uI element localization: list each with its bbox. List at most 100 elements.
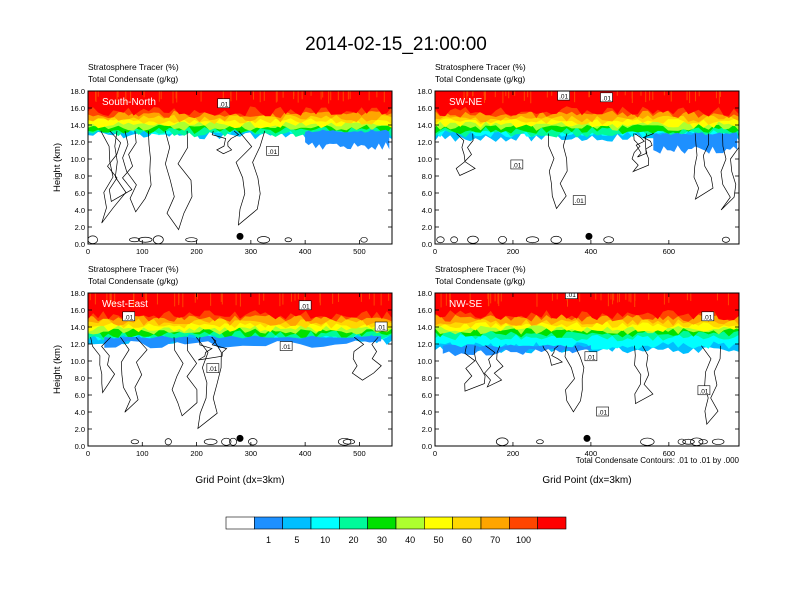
y-tick-label: 4.0 [75, 408, 85, 417]
contour-label: .01 [596, 406, 609, 417]
contour-label: .01 [701, 311, 715, 321]
y-tick-label: 0.0 [75, 240, 85, 249]
contour-label: .01 [565, 293, 578, 299]
location-marker [583, 434, 591, 442]
colorbar-swatch [480, 516, 510, 530]
panel-label: SW-NE [449, 97, 482, 108]
contour-label: .01 [572, 195, 586, 205]
y-tick-label: 16.0 [70, 306, 85, 315]
colorbar-label: 60 [462, 535, 472, 545]
contour-label-text: .01 [301, 303, 310, 310]
contour-label-text: .01 [282, 344, 291, 351]
contour-line [464, 345, 486, 392]
x-tick-label: 100 [136, 247, 149, 256]
y-tick-label: 14.0 [417, 121, 432, 130]
panel-label: West-East [102, 299, 148, 310]
contour-line [467, 235, 479, 244]
colorbar-swatch [225, 516, 255, 530]
y-tick-label: 8.0 [422, 172, 432, 181]
contour-line [455, 133, 476, 176]
contour-label: .01 [374, 321, 388, 332]
contour-line [631, 133, 650, 173]
condensate-patch [305, 129, 390, 150]
contour-line [198, 336, 228, 361]
contour-label-text: .01 [703, 314, 712, 321]
plot-area: .01 .01 .01 .01 .01 [88, 293, 392, 446]
left-title-2: Total Condensate (g/kg) [435, 276, 525, 286]
contour-line [450, 236, 458, 244]
left-title-2: Total Condensate (g/kg) [435, 74, 525, 84]
left-title-1: Stratosphere Tracer (%) [435, 264, 526, 274]
plot-frame [87, 90, 393, 245]
y-tick-label: 6.0 [422, 189, 432, 198]
tracer-layer [435, 293, 739, 321]
y-tick-label: 8.0 [75, 172, 85, 181]
contour-line [130, 439, 140, 445]
contour-label: .01 [279, 341, 293, 351]
contour-line [229, 437, 238, 446]
contour-line [120, 336, 148, 413]
y-tick-label: 18.0 [70, 289, 85, 298]
contour-label-text: .01 [586, 354, 595, 361]
x-tick-label: 0 [86, 449, 90, 458]
y-axis-label: Height (km) [52, 143, 63, 192]
colorbar-swatch [395, 516, 425, 530]
condensate-patch [653, 132, 738, 154]
contour-footnote: Total Condensate Contours: .01 to .01 by… [576, 456, 740, 465]
y-tick-label: 10.0 [70, 155, 85, 164]
contour-label-text: .01 [219, 101, 228, 108]
contour-line [720, 133, 739, 211]
left-title-1: Stratosphere Tracer (%) [88, 62, 179, 72]
colorbar-label: 10 [320, 535, 330, 545]
contour-label-text: .01 [208, 366, 217, 373]
contour-line [185, 237, 198, 243]
x-tick-label: 0 [433, 449, 437, 458]
colorbar-label: 20 [348, 535, 358, 545]
colorbar-swatch [452, 516, 482, 530]
x-tick-label: 200 [507, 449, 520, 458]
colorbar-label: 40 [405, 535, 415, 545]
contour-label: .01 [266, 146, 279, 156]
x-tick-label: 400 [585, 449, 598, 458]
contour-line [337, 437, 352, 446]
plot-frame [434, 292, 740, 447]
y-tick-label: 4.0 [422, 408, 432, 417]
tracer-layer [435, 91, 739, 117]
y-tick-label: 16.0 [70, 104, 85, 113]
contour-line [498, 235, 507, 244]
panels: .01 .01 South-North Stratosphere Tracer (%)… [52, 62, 740, 486]
contour-line [196, 336, 222, 430]
contour-line [284, 237, 292, 243]
contour-label-text: .01 [575, 198, 584, 205]
contours [464, 345, 725, 446]
y-tick-label: 6.0 [422, 391, 432, 400]
contour-label: .01 [298, 300, 312, 310]
contour-line [164, 438, 172, 446]
panel-SW-NE: .01 .01 .01 .01 SW-NE Stratosphere Tracer (%)… [417, 62, 740, 256]
contour-line [138, 236, 153, 243]
contour-line [211, 130, 240, 155]
contours [436, 133, 739, 244]
colorbar-swatch [509, 516, 538, 530]
y-tick-label: 12.0 [70, 340, 85, 349]
plot-frame [434, 90, 740, 245]
colorbar-swatch [424, 516, 453, 530]
x-tick-label: 500 [353, 449, 366, 458]
contour-label: .01 [557, 91, 570, 101]
left-title-2: Total Condensate (g/kg) [88, 276, 178, 286]
contour-label-text: .01 [268, 149, 277, 156]
y-tick-label: 0.0 [75, 442, 85, 451]
contour-line [342, 439, 356, 445]
contour-label: .01 [122, 311, 136, 321]
panel-label: South-North [102, 97, 156, 108]
location-marker [236, 232, 244, 240]
contour-line [640, 437, 655, 446]
contour-line [564, 345, 585, 413]
y-tick-label: 2.0 [422, 223, 432, 232]
location-marker [236, 434, 244, 442]
y-tick-label: 12.0 [417, 340, 432, 349]
contour-label-text: .01 [512, 162, 521, 169]
plot-area: .01 .01 .01 .01 [435, 91, 739, 244]
left-title-2: Total Condensate (g/kg) [88, 74, 178, 84]
